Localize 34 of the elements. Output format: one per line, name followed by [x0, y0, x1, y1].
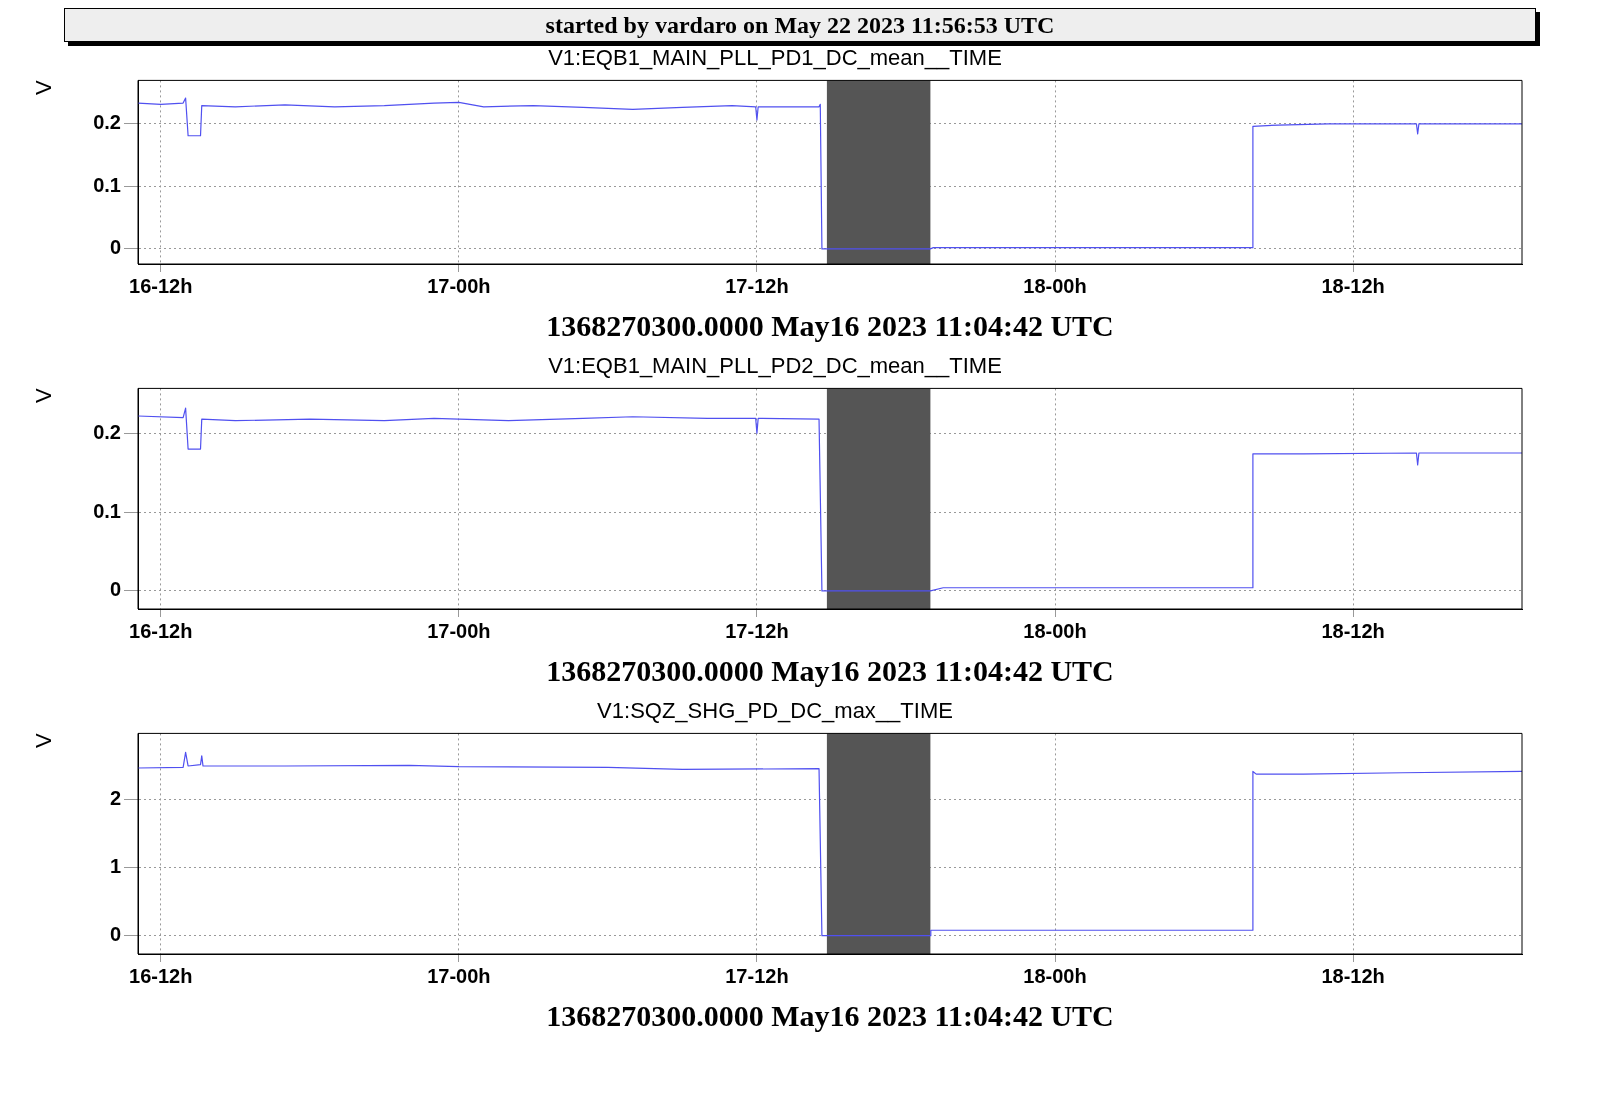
- x-tick-label: 17-00h: [427, 274, 491, 297]
- x-tick-label: 18-00h: [1023, 619, 1087, 642]
- x-tick-label: 16-12h: [129, 274, 193, 297]
- y-tick-label: 2: [109, 787, 121, 810]
- x-tick-label: 16-12h: [129, 619, 193, 642]
- chart-title: V1:EQB1_MAIN_PLL_PD2_DC_mean__TIME: [548, 353, 1002, 379]
- y-axis-title: V: [31, 388, 57, 404]
- y-tick-label: 1: [109, 855, 121, 878]
- y-tick-label: 0: [109, 923, 121, 946]
- x-tick-label: 18-12h: [1321, 619, 1385, 642]
- chart-title: V1:SQZ_SHG_PD_DC_max__TIME: [597, 698, 953, 724]
- x-axis-title: 1368270300.0000 May16 2023 11:04:42 UTC: [546, 998, 1114, 1032]
- x-tick-label: 17-12h: [725, 619, 789, 642]
- y-tick-label: 0.1: [93, 499, 121, 522]
- x-tick-label: 18-12h: [1321, 964, 1385, 987]
- x-tick-label: 17-00h: [427, 964, 491, 987]
- y-tick-label: 0.1: [93, 173, 121, 196]
- y-tick-label: 0: [109, 236, 121, 259]
- x-tick-label: 16-12h: [129, 964, 193, 987]
- x-tick-label: 17-00h: [427, 619, 491, 642]
- y-tick-label: 0.2: [93, 420, 121, 443]
- chart-title: V1:EQB1_MAIN_PLL_PD1_DC_mean__TIME: [548, 45, 1002, 71]
- x-axis-title: 1368270300.0000 May16 2023 11:04:42 UTC: [546, 308, 1114, 342]
- x-tick-label: 17-12h: [725, 274, 789, 297]
- x-tick-label: 17-12h: [725, 964, 789, 987]
- x-tick-label: 18-12h: [1321, 274, 1385, 297]
- y-tick-label: 0.2: [93, 110, 121, 133]
- x-tick-label: 18-00h: [1023, 274, 1087, 297]
- x-tick-label: 18-00h: [1023, 964, 1087, 987]
- y-axis-title: V: [31, 80, 57, 96]
- x-axis-title: 1368270300.0000 May16 2023 11:04:42 UTC: [546, 653, 1114, 687]
- text: started by vardaro on May 22 2023 11:56:53 UTC: [64, 8, 1536, 42]
- y-tick-label: 0: [109, 578, 121, 601]
- y-axis-title: V: [31, 733, 57, 749]
